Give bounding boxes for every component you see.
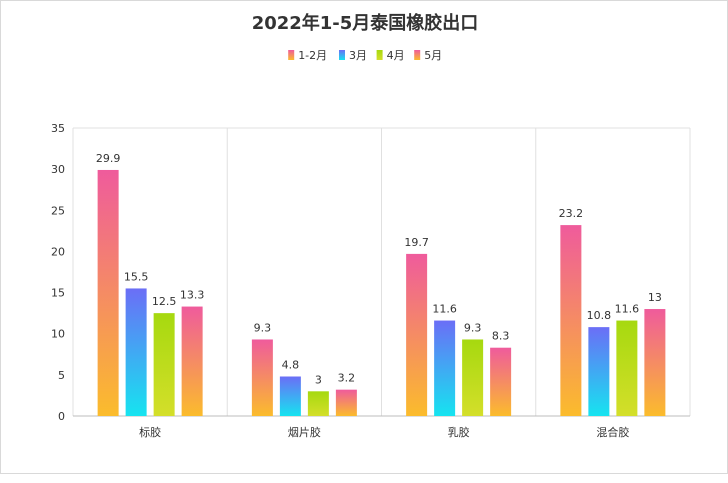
bar — [153, 313, 175, 416]
x-tick-label: 烟片胶 — [288, 425, 321, 439]
bar — [434, 320, 456, 416]
plot-area: 0 5 10 15 20 25 30 35 29.9 15.512.513.3 标胶 9.3 4.8 3 3… — [51, 122, 691, 439]
data-label: 13 — [648, 291, 662, 304]
data-label: 4.8 — [282, 359, 300, 372]
bar — [125, 288, 147, 416]
bar — [251, 339, 273, 416]
y-tick-label: 15 — [51, 287, 65, 300]
bar — [462, 339, 484, 416]
legend-item: 3月 — [339, 49, 367, 62]
data-label: 11.6 — [432, 303, 457, 316]
bar — [335, 389, 357, 416]
bar — [588, 327, 610, 416]
bar — [279, 376, 301, 416]
chart-title: 2022年1-5月泰国橡胶出口 — [252, 12, 479, 34]
data-label: 29.9 — [96, 152, 121, 165]
y-tick-label: 35 — [51, 122, 65, 135]
legend-item: 4月 — [376, 49, 405, 62]
data-label: 10.8 — [587, 309, 612, 322]
data-label: 23.2 — [559, 207, 584, 220]
legend-item: 5月 — [414, 49, 442, 62]
data-label: 13.3 — [180, 289, 205, 302]
x-tick-label: 标胶 — [139, 425, 161, 439]
data-label: 11.6 — [615, 303, 640, 316]
legend-item: 1-2月 — [288, 49, 327, 62]
bar — [97, 169, 119, 416]
bar — [616, 320, 638, 416]
y-tick-label: 10 — [51, 328, 65, 341]
data-label: 15.5 — [124, 270, 149, 283]
data-label: 9.3 — [254, 321, 272, 334]
legend-swatch — [376, 50, 383, 60]
legend-swatch — [414, 50, 421, 60]
bar — [560, 225, 582, 416]
bar — [181, 306, 203, 416]
legend-label: 1-2月 — [298, 49, 327, 62]
y-tick-label: 0 — [58, 410, 65, 423]
y-tick-label: 20 — [51, 245, 65, 258]
y-tick-label: 25 — [51, 204, 65, 217]
bar — [406, 253, 428, 416]
y-tick-label: 30 — [51, 163, 65, 176]
bar — [644, 309, 666, 416]
data-label: 3.2 — [338, 372, 356, 385]
x-tick-label: 混合胶 — [596, 425, 629, 439]
data-label: 19.7 — [404, 236, 429, 249]
bar — [307, 391, 329, 416]
legend-swatch — [288, 50, 295, 60]
legend-label: 5月 — [424, 49, 442, 62]
x-tick-label: 乳胶 — [448, 425, 470, 439]
data-label: 9.3 — [464, 321, 482, 334]
legend: 1-2月 3月 4月 5月 — [288, 49, 442, 62]
data-label: 12.5 — [152, 295, 177, 308]
legend-swatch — [339, 50, 345, 60]
data-label: 3 — [315, 373, 322, 386]
bar — [490, 347, 512, 416]
legend-label: 3月 — [349, 49, 367, 62]
data-label: 8.3 — [492, 330, 510, 343]
legend-label: 4月 — [387, 49, 405, 62]
y-tick-label: 5 — [58, 369, 65, 382]
